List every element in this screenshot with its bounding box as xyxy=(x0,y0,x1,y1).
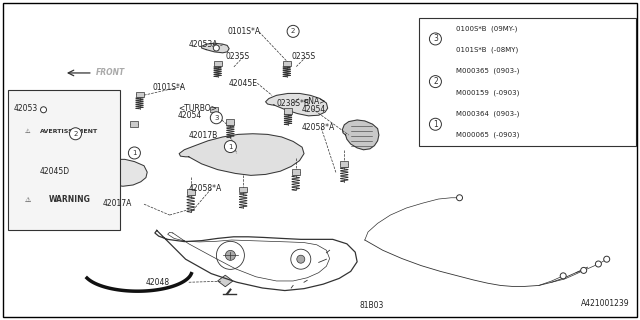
Circle shape xyxy=(70,128,81,140)
Text: <TURBO>: <TURBO> xyxy=(178,104,217,113)
Text: 81B03: 81B03 xyxy=(360,301,384,310)
Text: ⚠: ⚠ xyxy=(25,129,31,134)
Circle shape xyxy=(580,268,587,273)
Text: 42058*A: 42058*A xyxy=(302,123,335,132)
Circle shape xyxy=(216,241,244,269)
Circle shape xyxy=(225,250,236,260)
Text: 42053: 42053 xyxy=(14,104,38,113)
Text: FRONT: FRONT xyxy=(96,68,125,77)
Bar xyxy=(283,60,291,66)
Circle shape xyxy=(297,255,305,263)
Circle shape xyxy=(211,112,222,124)
Polygon shape xyxy=(31,105,54,115)
Bar xyxy=(136,92,143,97)
Text: 0101S*B  (-08MY): 0101S*B (-08MY) xyxy=(456,46,518,53)
Polygon shape xyxy=(266,93,328,116)
Text: 0235S: 0235S xyxy=(291,52,316,61)
Text: 2: 2 xyxy=(433,77,438,86)
Text: 0101S*A: 0101S*A xyxy=(227,27,260,36)
Text: M000365  (0903-): M000365 (0903-) xyxy=(456,68,519,74)
Text: 1: 1 xyxy=(433,120,438,129)
Text: A421001239: A421001239 xyxy=(581,299,630,308)
Text: 3: 3 xyxy=(433,35,438,44)
Circle shape xyxy=(429,33,442,45)
Circle shape xyxy=(40,107,47,113)
Text: 42045D: 42045D xyxy=(40,167,70,176)
Circle shape xyxy=(213,45,220,51)
Text: AVERTISSEMENT: AVERTISSEMENT xyxy=(40,129,99,134)
Bar xyxy=(292,169,300,175)
Circle shape xyxy=(429,118,442,130)
Text: WARNING: WARNING xyxy=(49,195,90,204)
Bar xyxy=(227,119,234,125)
Text: 42017B: 42017B xyxy=(189,132,218,140)
Bar xyxy=(239,187,247,192)
Text: M000364  (0903-): M000364 (0903-) xyxy=(456,110,519,117)
Polygon shape xyxy=(218,275,233,287)
Bar xyxy=(187,189,195,195)
Text: <NA>: <NA> xyxy=(302,97,326,106)
Text: 42054: 42054 xyxy=(178,111,202,120)
Circle shape xyxy=(225,140,236,153)
Text: 1: 1 xyxy=(228,144,233,149)
Text: 0235S: 0235S xyxy=(225,52,250,61)
Circle shape xyxy=(287,25,299,37)
Circle shape xyxy=(595,261,602,267)
Text: 42053A: 42053A xyxy=(189,40,218,49)
Circle shape xyxy=(291,249,311,269)
Bar xyxy=(214,60,221,66)
Text: 0238S*B: 0238S*B xyxy=(276,100,310,108)
Text: ⚠: ⚠ xyxy=(25,196,31,203)
Text: 42017A: 42017A xyxy=(102,199,132,208)
Text: 42045E: 42045E xyxy=(229,79,258,88)
Polygon shape xyxy=(179,134,304,175)
Bar xyxy=(211,107,218,112)
Bar xyxy=(284,108,292,114)
Text: M000159  (-0903): M000159 (-0903) xyxy=(456,89,519,95)
Text: 1: 1 xyxy=(132,150,137,156)
Text: 42054: 42054 xyxy=(302,105,326,114)
Text: 2: 2 xyxy=(74,131,77,137)
Circle shape xyxy=(456,195,463,201)
Bar xyxy=(419,18,636,146)
Text: 0101S*A: 0101S*A xyxy=(152,83,186,92)
Bar xyxy=(340,161,348,167)
Polygon shape xyxy=(82,159,147,186)
Text: 42048: 42048 xyxy=(146,278,170,287)
Bar xyxy=(131,121,138,127)
Circle shape xyxy=(429,76,442,88)
Circle shape xyxy=(560,273,566,279)
Text: 3: 3 xyxy=(214,115,219,121)
Polygon shape xyxy=(342,120,379,150)
Text: M000065  (-0903): M000065 (-0903) xyxy=(456,132,519,138)
Text: 0100S*B  (09MY-): 0100S*B (09MY-) xyxy=(456,25,517,31)
Circle shape xyxy=(129,147,140,159)
Bar xyxy=(8,90,120,230)
Text: 42058*A: 42058*A xyxy=(189,184,222,193)
Circle shape xyxy=(604,256,610,262)
Text: 2: 2 xyxy=(291,28,295,34)
Polygon shape xyxy=(202,43,229,53)
